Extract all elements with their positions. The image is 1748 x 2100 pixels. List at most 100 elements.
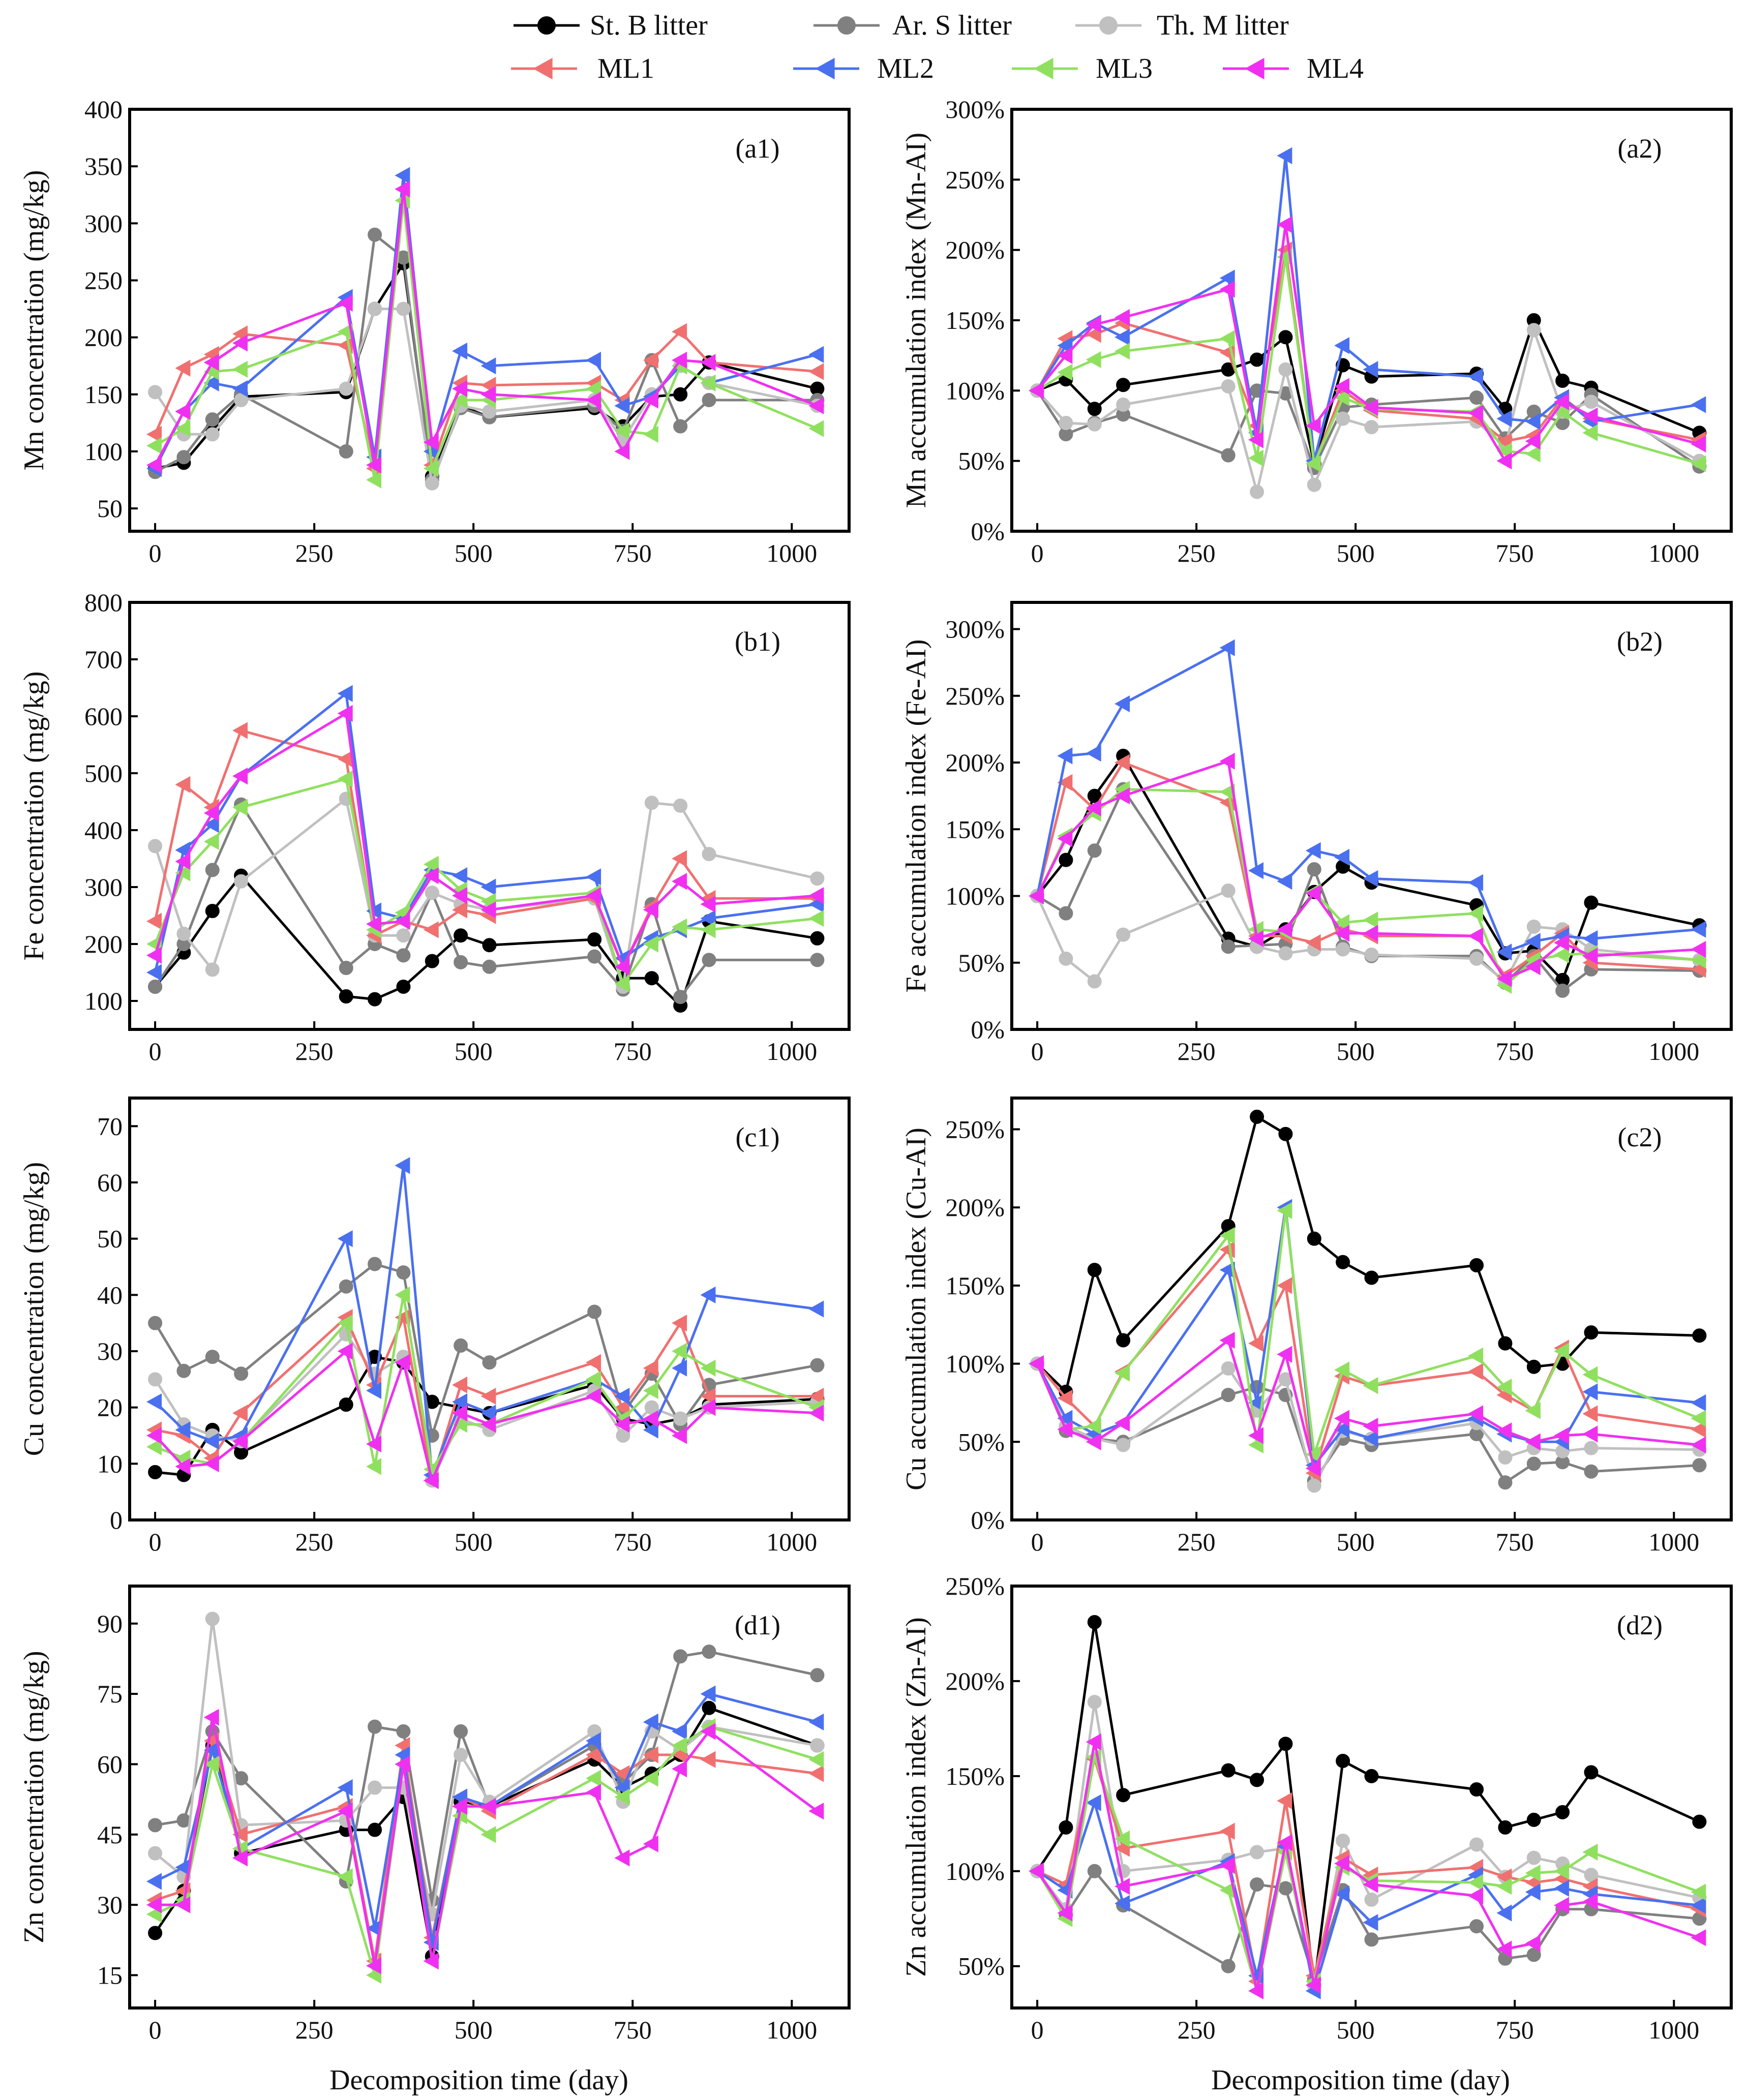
data-point (203, 1433, 219, 1450)
data-point (1277, 1346, 1292, 1363)
data-point (1248, 431, 1264, 448)
data-point (1114, 754, 1130, 771)
data-point (810, 931, 825, 946)
data-point (232, 722, 248, 739)
data-point (808, 909, 824, 927)
x-tick-label: 750 (1496, 2016, 1534, 2044)
data-point (614, 1387, 630, 1405)
data-point (1278, 362, 1293, 377)
data-point (643, 1382, 658, 1399)
x-tick-label: 250 (295, 1037, 334, 1066)
data-point (148, 385, 163, 400)
data-point (1248, 449, 1264, 467)
data-point (1221, 448, 1235, 463)
data-point (1278, 1737, 1293, 1751)
data-point (395, 167, 410, 184)
data-point (1469, 1258, 1484, 1272)
data-point (1219, 1331, 1235, 1349)
data-point (232, 380, 248, 398)
legend-label: ML2 (877, 53, 934, 84)
series-ml2 (146, 1157, 824, 1484)
legend-label: St. B litter (590, 10, 708, 41)
series-ml1 (146, 180, 824, 477)
legend-marker (537, 16, 556, 35)
data-point (1087, 1695, 1102, 1710)
data-point (1584, 1441, 1599, 1455)
data-point (423, 460, 439, 477)
data-point (1468, 904, 1484, 922)
legend-label: ML3 (1096, 53, 1153, 84)
x-tick-label: 750 (614, 2016, 652, 2044)
y-tick-label: 45 (97, 1820, 123, 1849)
data-point (1582, 930, 1598, 948)
data-point (148, 1465, 163, 1479)
data-point (146, 1427, 162, 1444)
data-point (1029, 887, 1044, 905)
data-point (368, 227, 382, 242)
data-point (586, 1371, 601, 1388)
data-point (203, 816, 219, 833)
data-point (614, 975, 630, 993)
data-point (205, 1611, 220, 1626)
data-point (452, 380, 468, 398)
data-point (643, 1746, 658, 1763)
data-point (1278, 946, 1293, 961)
data-point (1496, 410, 1512, 428)
data-point (1363, 911, 1378, 929)
data-point (1468, 1874, 1484, 1891)
data-point (1219, 752, 1235, 770)
data-point (1525, 1402, 1541, 1419)
data-point (1691, 396, 1706, 413)
y-tick-label: 100% (945, 376, 1005, 405)
data-point (1363, 361, 1378, 378)
series-ml4 (1029, 1733, 1706, 2000)
data-point (1691, 951, 1706, 969)
series-ml4 (146, 705, 824, 976)
data-point (203, 354, 219, 371)
data-point (808, 1765, 824, 1782)
data-point (395, 1755, 410, 1773)
series-line (1036, 1209, 1700, 1456)
data-point (586, 1746, 601, 1763)
data-point (1305, 455, 1321, 472)
data-point (1278, 1881, 1293, 1896)
data-point (808, 887, 824, 904)
data-point (1250, 1773, 1264, 1787)
data-point (425, 954, 439, 968)
data-point (1250, 352, 1264, 367)
panel-label: (b2) (1617, 626, 1663, 657)
data-point (1277, 872, 1292, 890)
y-tick-label: 75 (97, 1680, 123, 1708)
series-line (1036, 889, 1700, 983)
data-point (1305, 1446, 1321, 1463)
data-point (454, 1338, 468, 1353)
data-point (672, 873, 687, 890)
data-point (1114, 328, 1130, 346)
series-ml4 (1029, 216, 1706, 470)
y-axis-title: Mn concentration (mg/kg) (18, 170, 50, 471)
x-tick-label: 1000 (1648, 539, 1699, 567)
data-point (337, 685, 353, 702)
data-point (1278, 330, 1293, 345)
y-tick-label: 50% (958, 1952, 1005, 1981)
data-point (1691, 1410, 1706, 1427)
series-line (1036, 328, 1700, 493)
data-point (1334, 1421, 1350, 1438)
data-point (1114, 787, 1130, 805)
y-tick-label: 100 (84, 987, 123, 1015)
series-st-b-litter (148, 256, 825, 484)
x-tick-label: 750 (1496, 1528, 1534, 1556)
data-point (368, 1822, 382, 1837)
y-tick-label: 200% (945, 1193, 1005, 1222)
data-point (1250, 1109, 1264, 1124)
data-point (587, 932, 602, 947)
data-point (232, 1849, 248, 1867)
series-line (154, 188, 818, 470)
data-point (339, 444, 353, 459)
data-point (1691, 1929, 1706, 1946)
data-point (1086, 1794, 1101, 1811)
y-tick-label: 250 (84, 266, 123, 294)
data-point (1086, 351, 1101, 369)
series-line (1036, 646, 1700, 954)
data-point (1364, 1769, 1379, 1783)
